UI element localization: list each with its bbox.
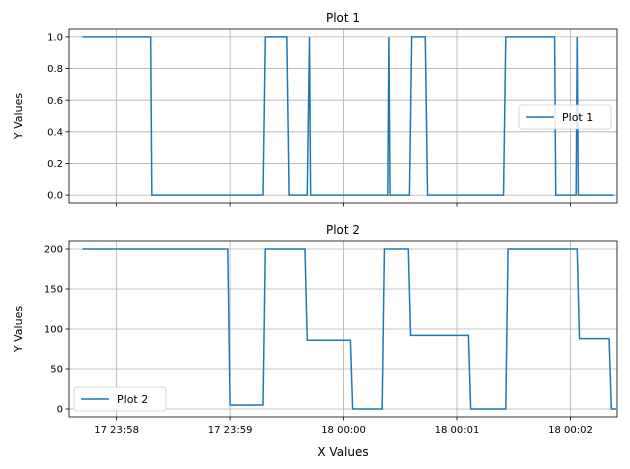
y-axis-label: Y Values [12,306,25,353]
x-tick-label: 18 00:02 [548,425,593,436]
y-tick-label: 0 [57,405,63,416]
chart-title: Plot 1 [326,11,360,25]
x-tick-label: 18 00:00 [321,425,366,436]
x-tick-label: 18 00:01 [435,425,480,436]
legend: Plot 2 [73,386,167,412]
legend-label: Plot 1 [562,111,593,124]
y-tick-label: 0.6 [47,96,63,107]
legend-box [73,386,167,412]
legend: Plot 1 [518,104,612,130]
y-tick-label: 0.8 [47,64,63,75]
legend-label: Plot 2 [117,393,148,406]
x-tick-label: 17 23:58 [94,425,139,436]
series-line-plot-2 [82,248,616,410]
y-tick-label: 50 [50,365,63,376]
y-tick-label: 100 [44,325,63,336]
y-tick-label: 0.0 [47,191,63,202]
x-tick-label: 17 23:59 [208,425,253,436]
series-line-plot-1 [82,36,614,196]
chart-title: Plot 2 [326,223,360,237]
legend-box [518,104,612,130]
y-tick-label: 0.4 [47,127,63,138]
chart-plot-2: 17 23:58 17 23:59 18 00:00 18 00:01 18 00:02… [12,223,618,436]
y-tick-label: 200 [44,245,63,256]
x-axis-label: X Values [317,445,368,459]
y-tick-label: 150 [44,285,63,296]
axes-frame [68,28,618,204]
chart-plot-1: 0.0 0.2 0.4 0.6 0.8 1.0 Plot 1 Y Values Plot 1 [12,11,618,207]
y-axis-label: Y Values [12,93,25,140]
y-tick-label: 0.2 [47,159,63,170]
y-tick-label: 1.0 [47,33,63,44]
